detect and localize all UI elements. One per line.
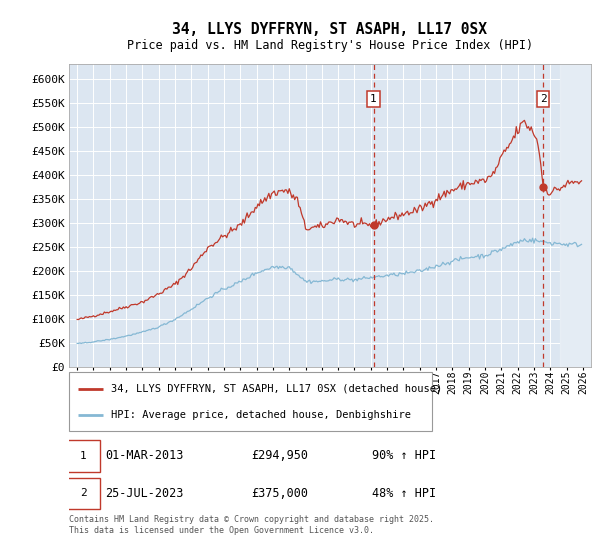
Text: £294,950: £294,950	[252, 449, 309, 462]
Bar	[560, 64, 600, 367]
Text: HPI: Average price, detached house, Denbighshire: HPI: Average price, detached house, Denb…	[111, 410, 411, 420]
Text: Contains HM Land Registry data © Crown copyright and database right 2025.
This d: Contains HM Land Registry data © Crown c…	[69, 515, 434, 535]
Text: 34, LLYS DYFFRYN, ST ASAPH, LL17 0SX: 34, LLYS DYFFRYN, ST ASAPH, LL17 0SX	[173, 22, 487, 38]
Text: 2: 2	[539, 94, 547, 104]
Text: 1: 1	[80, 451, 87, 461]
Text: 34, LLYS DYFFRYN, ST ASAPH, LL17 0SX (detached house): 34, LLYS DYFFRYN, ST ASAPH, LL17 0SX (de…	[111, 384, 442, 394]
Text: 2: 2	[80, 488, 87, 498]
Text: 90% ↑ HPI: 90% ↑ HPI	[372, 449, 436, 462]
Bar	[560, 64, 600, 367]
Text: 1: 1	[370, 94, 377, 104]
Text: 25-JUL-2023: 25-JUL-2023	[106, 487, 184, 500]
Text: 48% ↑ HPI: 48% ↑ HPI	[372, 487, 436, 500]
Text: 01-MAR-2013: 01-MAR-2013	[106, 449, 184, 462]
FancyBboxPatch shape	[67, 478, 100, 510]
FancyBboxPatch shape	[67, 440, 100, 472]
Text: Price paid vs. HM Land Registry's House Price Index (HPI): Price paid vs. HM Land Registry's House …	[127, 39, 533, 52]
Text: £375,000: £375,000	[252, 487, 309, 500]
FancyBboxPatch shape	[69, 372, 432, 431]
